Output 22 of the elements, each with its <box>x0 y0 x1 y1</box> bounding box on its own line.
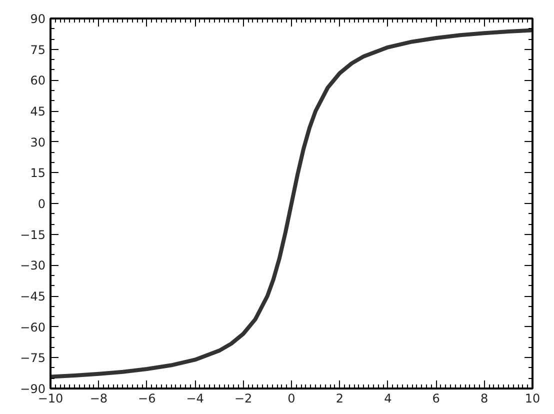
y-tick-label: −45 <box>20 290 46 304</box>
y-tick-label: 30 <box>30 135 46 150</box>
x-tick-label: −2 <box>234 392 252 406</box>
y-tick-label: 75 <box>30 42 46 57</box>
x-tick-label: −4 <box>186 392 204 406</box>
y-tick-label: −15 <box>20 228 46 242</box>
x-tick-label: 2 <box>336 392 344 406</box>
y-tick-label: −30 <box>20 258 46 273</box>
x-tick-label: −6 <box>138 392 156 406</box>
y-tick-label: 45 <box>30 104 46 118</box>
y-tick-label: 15 <box>30 166 46 180</box>
x-tick-label: −8 <box>90 392 108 406</box>
y-tick-label: 90 <box>30 12 46 26</box>
x-tick-label: 0 <box>288 392 296 406</box>
y-tick-label: −75 <box>20 351 46 366</box>
x-tick-label: 4 <box>384 392 392 406</box>
y-tick-label: 60 <box>30 74 46 88</box>
y-tick-label: −60 <box>20 320 46 334</box>
x-tick-label: 6 <box>432 392 440 406</box>
x-tick-label: 8 <box>480 392 488 406</box>
x-tick-label: 10 <box>524 392 540 406</box>
y-tick-label: 0 <box>38 197 46 211</box>
